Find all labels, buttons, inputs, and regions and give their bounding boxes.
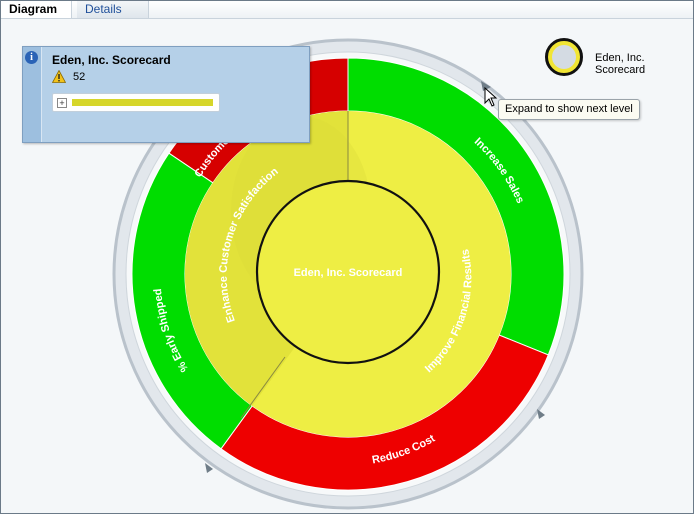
center-node[interactable] xyxy=(255,179,441,365)
tab-diagram[interactable]: Diagram xyxy=(1,1,73,18)
legend-node-icon xyxy=(545,38,583,76)
node-info-popup: i Eden, Inc. Scorecard 52 + xyxy=(22,46,310,143)
bezel-arrow-icon[interactable] xyxy=(205,463,213,473)
score-bar-fill xyxy=(72,99,213,106)
popup-title: Eden, Inc. Scorecard xyxy=(52,53,171,67)
tab-bar: Diagram Details xyxy=(1,1,693,19)
mouse-cursor-icon xyxy=(484,87,498,107)
popup-side-strip: i xyxy=(23,47,42,142)
bezel-arrow-icon[interactable] xyxy=(537,409,545,419)
divider-line xyxy=(240,356,286,419)
info-icon: i xyxy=(25,51,38,64)
popup-score-value: 52 xyxy=(73,71,86,83)
center-label: Eden, Inc. Scorecard xyxy=(294,267,403,279)
score-bar: + xyxy=(52,93,220,112)
legend-label: Eden, Inc. Scorecard xyxy=(595,52,646,76)
expand-tooltip: Expand to show next level xyxy=(498,99,640,120)
bezel-arrow-icon[interactable] xyxy=(481,81,491,91)
tab-details[interactable]: Details xyxy=(77,1,149,18)
warning-icon xyxy=(52,70,66,83)
expand-plus-icon[interactable]: + xyxy=(57,98,67,108)
